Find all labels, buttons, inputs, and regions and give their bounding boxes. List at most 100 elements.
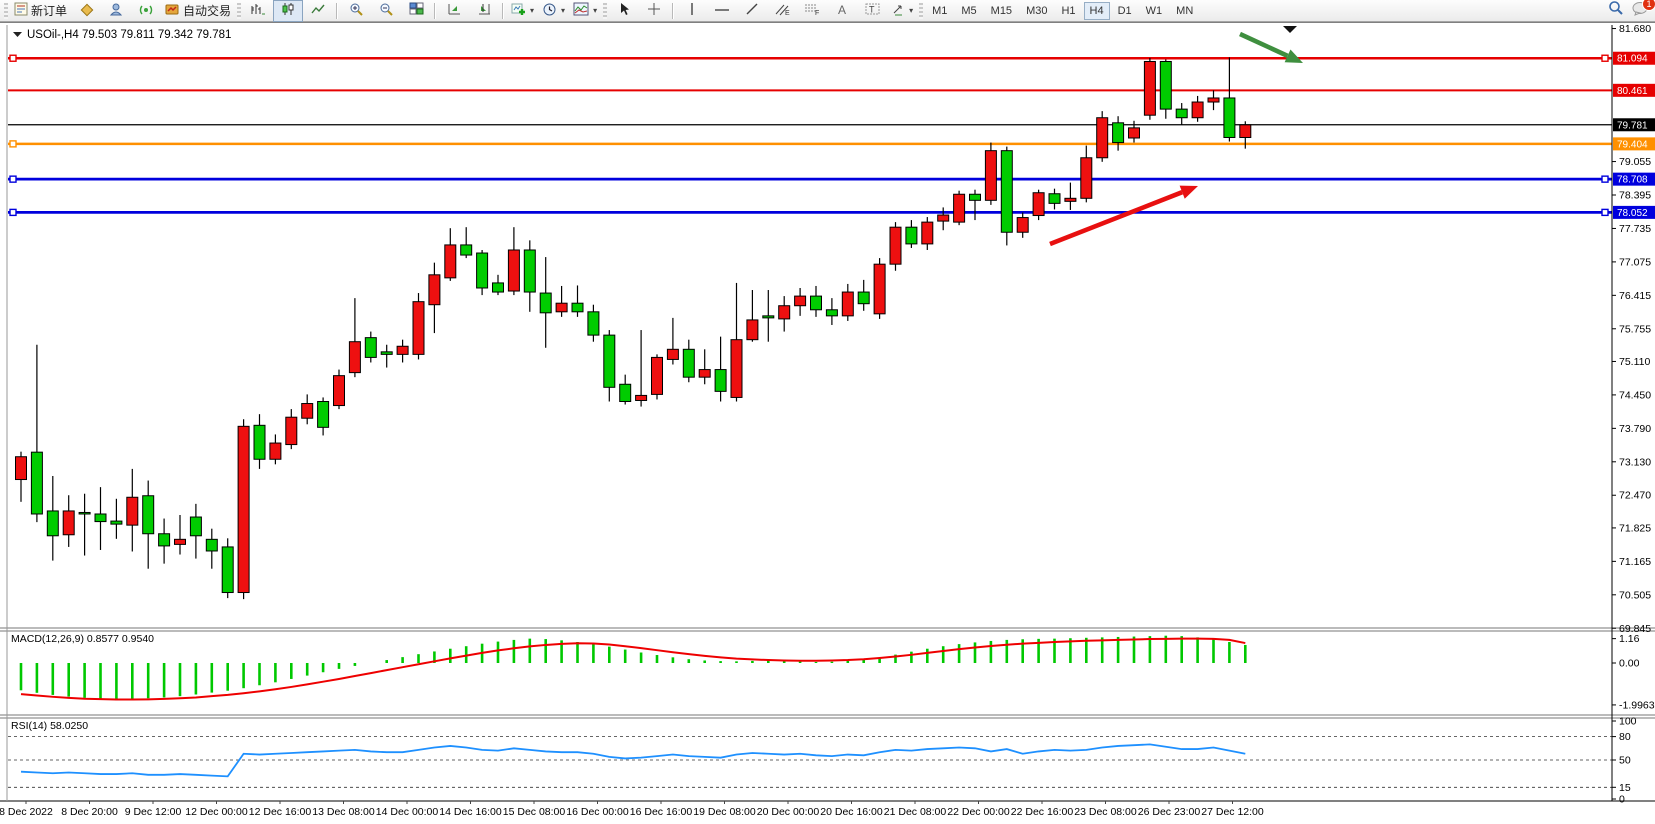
horizontal-line-icon	[714, 4, 730, 18]
time-scale[interactable]: 8 Dec 2022 8 Dec 20:00 9 Dec 12:00 12 Dec 0…	[0, 801, 1264, 818]
notifications-button[interactable]: 1	[1632, 0, 1655, 21]
line-anchor[interactable]	[1601, 175, 1609, 183]
time-axis-label: 12 Dec 16:00	[249, 806, 312, 818]
price-scale[interactable]: 81.680 79.055 78.395 77.735 77.075 76.415 75.7…	[1612, 23, 1655, 806]
bar-chart-icon	[250, 2, 266, 19]
autotrading-icon	[165, 2, 180, 19]
timeframe-H4[interactable]: H4	[1083, 1, 1110, 20]
rsi-indicator: RSI(14) 58.0250	[8, 720, 1612, 788]
text-tool-button[interactable]: A	[827, 0, 857, 22]
line-anchor[interactable]	[9, 54, 17, 62]
tile-windows-icon	[409, 2, 424, 19]
line-chart-icon	[310, 2, 326, 19]
symbol-dropdown-icon[interactable]	[13, 32, 22, 37]
chevron-down-icon: ▾	[530, 6, 535, 15]
signals-button[interactable]	[131, 0, 161, 22]
toolbar-grip[interactable]	[603, 2, 608, 19]
line-anchor[interactable]	[9, 175, 17, 183]
svg-text:69.845: 69.845	[1619, 623, 1651, 635]
timeframe-M15[interactable]: M15	[990, 4, 1013, 17]
channel-tool-button[interactable]: E	[767, 0, 797, 22]
timeframe-D1[interactable]: D1	[1117, 4, 1132, 17]
timeframe-M30[interactable]: M30	[1026, 4, 1048, 17]
crosshair-tool-button[interactable]	[639, 0, 669, 22]
time-axis-label: 21 Dec 08:00	[884, 806, 947, 818]
fibonacci-tool-button[interactable]: F	[797, 0, 827, 22]
candlestick-chart-button[interactable]	[273, 0, 304, 22]
price-level-label: 79.404	[1617, 139, 1648, 150]
time-axis-label: 19 Dec 08:00	[693, 806, 756, 818]
text-tool-icon: A	[836, 3, 848, 19]
cursor-icon	[618, 2, 630, 19]
channel-icon: E	[774, 2, 790, 19]
time-axis-label: 13 Dec 08:00	[312, 806, 375, 818]
main-chart-pane[interactable]	[8, 25, 1612, 628]
bullish-arrow[interactable]	[1049, 185, 1198, 247]
auto-scroll-icon	[447, 2, 462, 19]
market-watch-button[interactable]	[71, 0, 101, 22]
svg-text:E: E	[785, 10, 790, 16]
indicators-button[interactable]: ▾	[507, 0, 538, 22]
time-axis-label: 20 Dec 16:00	[820, 806, 883, 818]
cursor-tool-button[interactable]	[609, 0, 639, 22]
svg-text:73.130: 73.130	[1619, 456, 1651, 468]
timeframe-H1[interactable]: H1	[1061, 4, 1076, 17]
new-order-button[interactable]: 新订单	[10, 0, 71, 22]
zoom-in-button[interactable]	[341, 0, 371, 22]
periods-button[interactable]: ▾	[538, 0, 569, 22]
arrows-tool-button[interactable]: ▾	[887, 0, 917, 22]
toolbar-grip[interactable]	[4, 2, 8, 19]
vertical-line-icon	[687, 2, 697, 19]
signal-icon	[138, 2, 154, 20]
zoom-out-icon	[379, 2, 394, 20]
chart-canvas[interactable]: USOil-,H4 79.503 79.811 79.342 79.781 MAC…	[0, 23, 1655, 824]
time-axis-label: 22 Dec 00:00	[947, 806, 1010, 818]
line-chart-button[interactable]	[303, 0, 333, 22]
auto-scroll-button[interactable]	[439, 0, 469, 22]
chevron-down-icon: ▾	[561, 6, 566, 15]
time-axis-label: 8 Dec 2022	[0, 806, 53, 818]
line-anchor[interactable]	[1601, 208, 1609, 217]
vertical-line-tool-button[interactable]	[677, 0, 707, 22]
price-level-label: 78.052	[1617, 208, 1648, 219]
autotrading-label: 自动交易	[183, 4, 232, 18]
timeframe-MN[interactable]: MN	[1176, 4, 1194, 17]
svg-text:81.680: 81.680	[1619, 23, 1651, 35]
svg-text:71.825: 71.825	[1619, 522, 1651, 534]
price-level-label: 79.781	[1617, 120, 1648, 131]
chart-shift-button[interactable]	[469, 0, 499, 22]
timeframe-M5[interactable]: M5	[961, 4, 977, 17]
zoom-in-icon	[349, 2, 364, 20]
text-label-tool-button[interactable]: T	[857, 0, 887, 22]
svg-text:71.165: 71.165	[1619, 556, 1651, 568]
chart-shift-icon	[477, 2, 492, 19]
horizontal-line-tool-button[interactable]	[707, 0, 737, 22]
svg-text:77.075: 77.075	[1619, 256, 1651, 268]
trendline-tool-button[interactable]	[737, 0, 767, 22]
search-icon[interactable]	[1608, 0, 1624, 21]
timeframe-M1[interactable]: M1	[932, 4, 948, 17]
horizontal-level-lines[interactable]	[8, 54, 1612, 217]
line-anchor[interactable]	[1601, 54, 1609, 62]
crosshair-icon	[647, 2, 661, 19]
line-anchor[interactable]	[9, 140, 17, 148]
bearish-arrow[interactable]	[1239, 31, 1303, 63]
templates-button[interactable]: ▾	[569, 0, 601, 22]
trendline-icon	[745, 2, 759, 19]
svg-text:1.16: 1.16	[1619, 633, 1640, 645]
chart-shift-marker[interactable]	[1283, 26, 1297, 33]
toolbar-grip[interactable]	[919, 2, 924, 19]
autotrading-button[interactable]: 自动交易	[161, 0, 235, 22]
chevron-down-icon: ▾	[593, 6, 598, 15]
toolbar-grip[interactable]	[237, 2, 242, 19]
accounts-button[interactable]	[101, 0, 131, 22]
chart-window: USOil-,H4 79.503 79.811 79.342 79.781 MAC…	[0, 22, 1655, 824]
bar-chart-button[interactable]	[243, 0, 273, 22]
rsi-pane[interactable]	[8, 718, 1612, 801]
line-anchor[interactable]	[9, 208, 17, 217]
timeframe-W1[interactable]: W1	[1145, 4, 1163, 17]
tile-windows-button[interactable]	[401, 0, 431, 22]
time-axis-label: 14 Dec 00:00	[376, 806, 439, 818]
macd-pane[interactable]	[8, 631, 1612, 715]
zoom-out-button[interactable]	[371, 0, 401, 22]
